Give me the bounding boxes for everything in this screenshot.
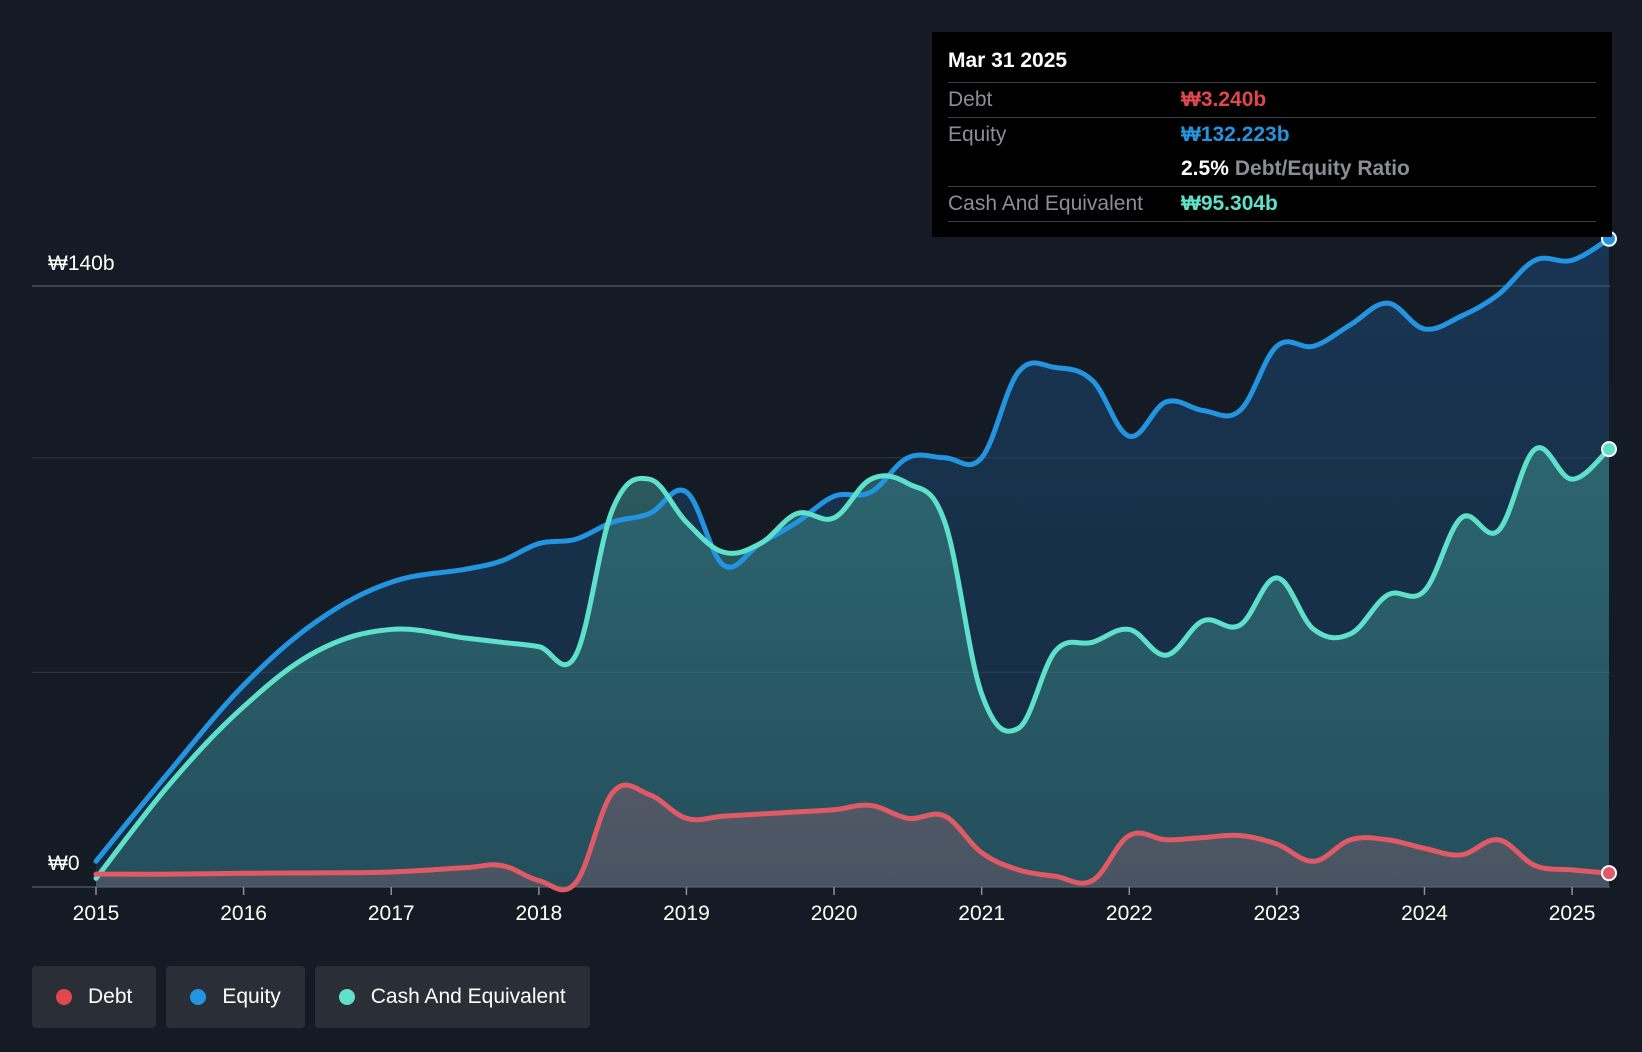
legend-label-debt: Debt [88, 985, 133, 1008]
cash-and-equivalent-line [93, 445, 1612, 881]
debt-dot-icon [56, 989, 72, 1005]
series-areas [96, 238, 1609, 890]
cash-and-equivalent-area [96, 447, 1609, 887]
tooltip-row-ratio: 2.5% Debt/Equity Ratio [948, 152, 1596, 186]
x-axis-ticks: 2015 2016 2017 2018 2019 2020 2021 2022 2023 2024… [73, 887, 1596, 925]
x-tick-label: 2018 [515, 902, 562, 925]
tooltip-debt-label: Debt [948, 88, 993, 111]
tooltip-row-debt: Debt ₩3.240b [948, 82, 1596, 117]
cash-dot-icon [338, 989, 355, 1005]
legend-item-cash[interactable]: Cash And Equivalent [314, 966, 590, 1028]
tooltip-debt-value: ₩3.240b [1181, 88, 1267, 111]
y-axis-max-label: ₩140b [48, 252, 115, 275]
x-tick-label: 2024 [1401, 902, 1448, 925]
debt-end-point [1601, 865, 1617, 882]
x-tick-label: 2020 [811, 902, 858, 925]
tooltip-cash-value: ₩95.304b [1181, 192, 1278, 215]
legend-item-equity[interactable]: Equity [166, 966, 305, 1028]
x-tick-label: 2015 [73, 902, 120, 925]
tooltip-cash-label: Cash And Equivalent [948, 192, 1143, 215]
legend-label-equity: Equity [222, 985, 281, 1008]
x-tick-label: 2017 [368, 902, 415, 925]
tooltip-date: Mar 31 2025 [948, 49, 1068, 72]
tooltip-row-cash: Cash And Equivalent ₩95.304b [948, 186, 1596, 222]
tooltip: Mar 31 2025 Debt ₩3.240b Equity ₩132.223… [932, 32, 1612, 237]
x-tick-label: 2019 [663, 902, 710, 925]
x-tick-label: 2021 [958, 902, 1005, 925]
tooltip-ratio-label: Debt/Equity Ratio [1234, 157, 1410, 180]
x-tick-label: 2016 [220, 902, 267, 925]
y-axis-min-label: ₩0 [48, 852, 80, 875]
series-lines [93, 236, 1612, 893]
tooltip-ratio-value: 2.5% [1181, 157, 1229, 180]
x-tick-label: 2023 [1254, 902, 1301, 925]
x-tick-label: 2022 [1106, 902, 1153, 925]
tooltip-equity-value: ₩132.223b [1181, 123, 1290, 146]
x-tick-label: 2025 [1549, 902, 1596, 925]
legend: Debt Equity Cash And Equivalent [32, 966, 590, 1028]
legend-label-cash: Cash And Equivalent [370, 985, 566, 1008]
equity-dot-icon [190, 989, 207, 1005]
legend-item-debt[interactable]: Debt [32, 966, 157, 1028]
debt-area [96, 785, 1609, 890]
tooltip-equity-label: Equity [948, 123, 1007, 146]
debt-line [93, 782, 1612, 893]
equity-line [93, 236, 1612, 864]
tooltip-row-equity: Equity ₩132.223b [948, 117, 1596, 152]
cash-and-equivalent-end-point [1601, 441, 1617, 458]
